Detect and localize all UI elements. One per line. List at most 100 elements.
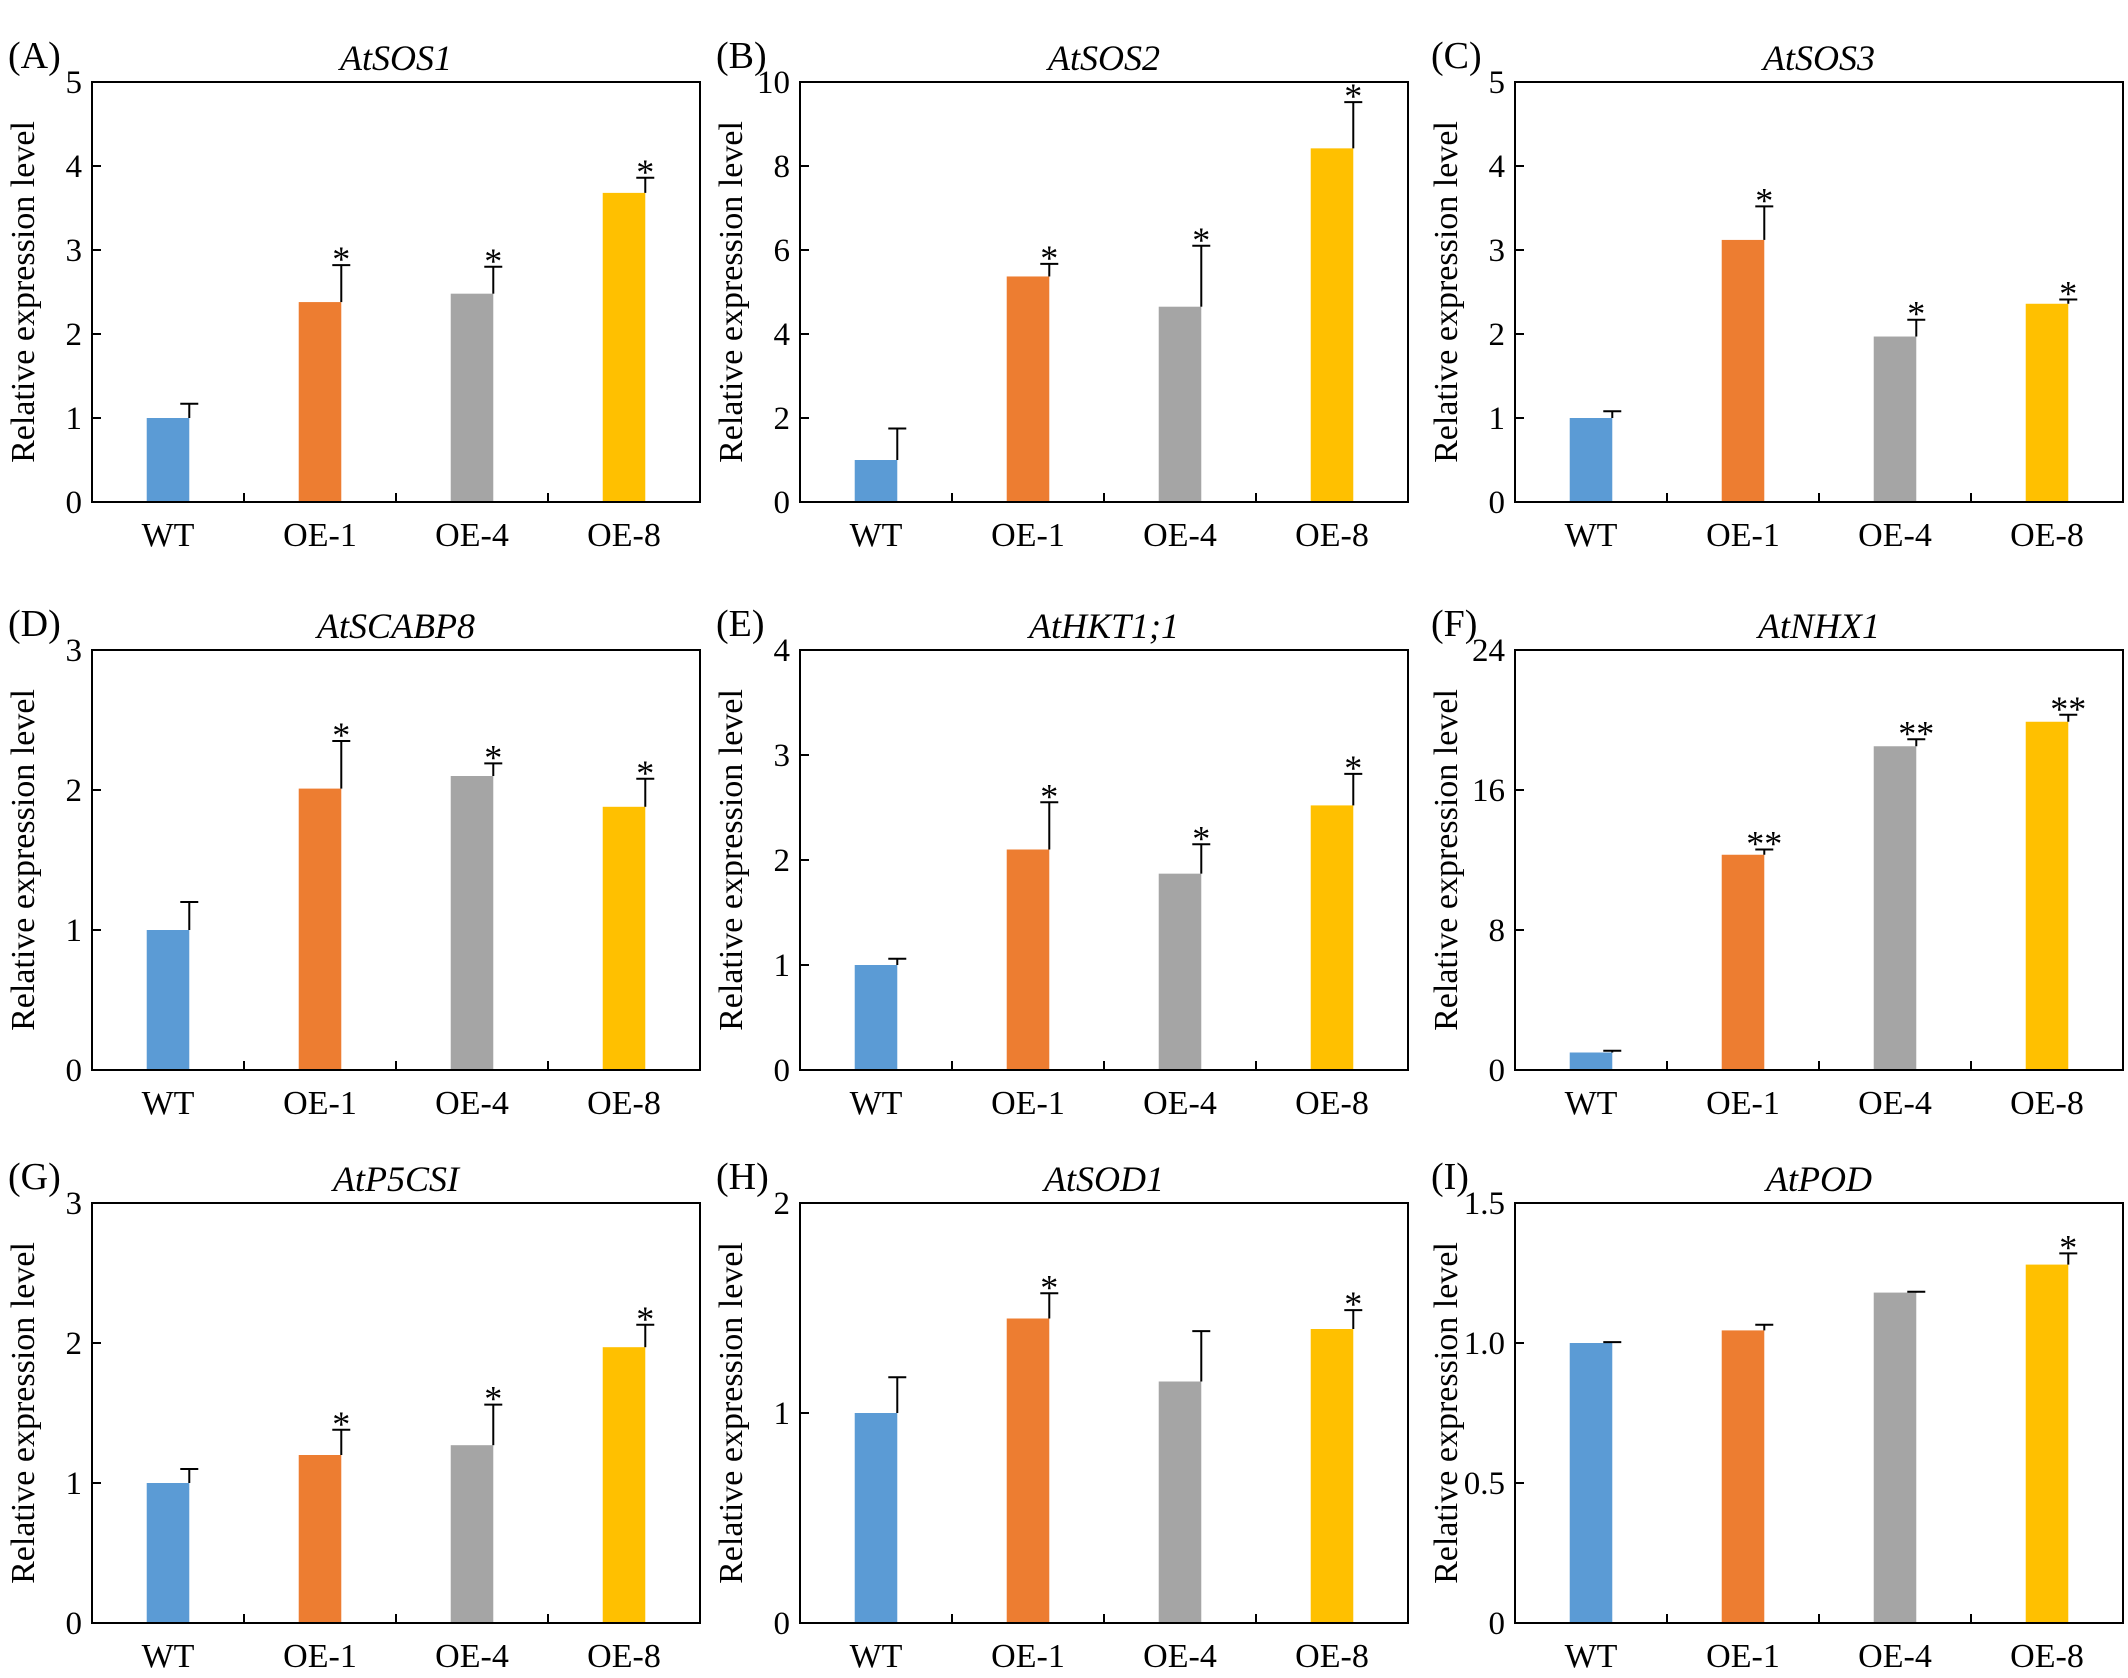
x-tick-label: OE-1 <box>1706 1085 1780 1122</box>
bar-oe-1 <box>1006 276 1050 502</box>
chart-panel-2: (B) AtSOS2 Relative expression level WT * OE-… <box>713 35 1409 554</box>
x-tick-label: OE-1 <box>1706 517 1780 554</box>
chart-title: AtSOD1 <box>1042 1159 1164 1199</box>
bar-oe-1 <box>298 788 342 1070</box>
y-tick-label: 1.0 <box>1464 1326 1505 1362</box>
x-tick-label: OE-8 <box>1295 1085 1369 1122</box>
x-tick-label: WT <box>1565 517 1618 554</box>
y-axis-title: Relative expression level <box>713 1242 750 1584</box>
y-tick-label: 0.5 <box>1464 1466 1505 1502</box>
y-tick-label: 2 <box>1489 317 1506 353</box>
bar-oe-4 <box>1158 306 1202 502</box>
chart-panel-3: (C) AtSOS3 Relative expression level WT * OE-… <box>1428 35 2124 554</box>
significance-mark: * <box>1907 294 1925 334</box>
x-tick-label: OE-8 <box>2010 1085 2084 1122</box>
y-axis-title: Relative expression level <box>5 121 42 463</box>
bar-oe-1 <box>1721 1330 1765 1623</box>
y-tick-label: 8 <box>1489 913 1506 949</box>
significance-mark: * <box>2059 1227 2077 1267</box>
panel-letter: (C) <box>1431 35 1482 77</box>
y-tick-label: 2 <box>66 773 83 809</box>
bar-oe-1 <box>1006 1318 1050 1623</box>
significance-mark: * <box>1040 776 1058 816</box>
panel-letter: (F) <box>1431 603 1477 645</box>
bar-oe-8 <box>2025 1264 2069 1623</box>
chart-title: AtPOD <box>1764 1159 1872 1199</box>
chart-title: AtHKT1;1 <box>1027 606 1179 646</box>
significance-mark: * <box>484 1379 502 1419</box>
y-tick-label: 1 <box>774 948 791 984</box>
significance-mark: ** <box>1746 824 1782 864</box>
x-tick-label: OE-4 <box>1858 1638 1932 1673</box>
y-tick-label: 10 <box>757 65 790 101</box>
x-tick-label: OE-1 <box>283 517 357 554</box>
significance-mark: * <box>1344 748 1362 788</box>
bar-wt <box>1569 1052 1613 1070</box>
significance-mark: * <box>1040 1267 1058 1307</box>
x-tick-label: OE-4 <box>435 1638 509 1673</box>
bar-oe-4 <box>1158 873 1202 1070</box>
bar-wt <box>854 1413 898 1623</box>
panel-letter: (E) <box>716 603 765 645</box>
y-tick-label: 1 <box>66 1466 83 1502</box>
x-tick-label: WT <box>142 1085 195 1122</box>
chart-title: AtP5CSI <box>331 1159 461 1199</box>
x-tick-label: OE-4 <box>435 517 509 554</box>
significance-mark: * <box>1040 238 1058 278</box>
x-tick-label: OE-8 <box>2010 1638 2084 1673</box>
y-tick-label: 0 <box>1489 1606 1506 1642</box>
x-tick-label: OE-1 <box>283 1085 357 1122</box>
significance-mark: * <box>636 152 654 192</box>
y-tick-label: 0 <box>774 1053 791 1089</box>
x-tick-label: OE-1 <box>991 1638 1065 1673</box>
y-tick-label: 3 <box>1489 233 1506 269</box>
x-tick-label: OE-8 <box>1295 517 1369 554</box>
bar-oe-4 <box>1873 746 1917 1070</box>
bar-wt <box>1569 418 1613 502</box>
bar-wt <box>854 965 898 1070</box>
bar-oe-8 <box>2025 721 2069 1070</box>
significance-mark: * <box>332 715 350 755</box>
significance-mark: * <box>1344 1284 1362 1324</box>
y-axis-title: Relative expression level <box>5 689 42 1031</box>
chart-title: AtNHX1 <box>1756 606 1880 646</box>
bar-oe-1 <box>298 1455 342 1623</box>
significance-mark: ** <box>1898 713 1934 753</box>
x-tick-label: OE-1 <box>283 1638 357 1673</box>
bar-oe-1 <box>1721 854 1765 1070</box>
panel-letter: (B) <box>716 35 767 77</box>
x-tick-label: OE-1 <box>991 517 1065 554</box>
bar-oe-8 <box>602 806 646 1070</box>
bar-wt <box>146 1483 190 1623</box>
chart-panel-9: (I) AtPOD Relative expression level WT OE-1 O… <box>1428 1156 2124 1675</box>
panel-letter: (G) <box>8 1156 61 1198</box>
significance-mark: * <box>1755 180 1773 220</box>
x-tick-label: OE-8 <box>2010 517 2084 554</box>
y-tick-label: 4 <box>774 317 791 353</box>
x-tick-label: OE-4 <box>1143 1638 1217 1673</box>
y-tick-label: 3 <box>66 1186 83 1222</box>
x-tick-label: OE-8 <box>1295 1638 1369 1673</box>
chart-title: AtSCABP8 <box>315 606 475 646</box>
panel-letter: (I) <box>1431 1156 1469 1198</box>
chart-panel-5: (E) AtHKT1;1 Relative expression level WT * O… <box>713 603 1409 1122</box>
x-tick-label: WT <box>850 1085 903 1122</box>
x-tick-label: OE-4 <box>1143 1085 1217 1122</box>
significance-mark: * <box>1344 76 1362 116</box>
x-tick-label: WT <box>1565 1638 1618 1673</box>
bar-oe-1 <box>1721 239 1765 503</box>
chart-title: AtSOS3 <box>1761 38 1875 78</box>
x-tick-label: WT <box>850 517 903 554</box>
x-tick-label: OE-1 <box>991 1085 1065 1122</box>
x-tick-label: WT <box>1565 1085 1618 1122</box>
y-tick-label: 1 <box>774 1396 791 1432</box>
x-tick-label: OE-4 <box>1858 517 1932 554</box>
y-tick-label: 3 <box>66 233 83 269</box>
y-tick-label: 24 <box>1472 633 1505 669</box>
bar-wt <box>146 930 190 1070</box>
y-tick-label: 0 <box>66 1053 83 1089</box>
bar-oe-4 <box>450 1445 494 1623</box>
bar-oe-4 <box>450 776 494 1070</box>
y-axis-title: Relative expression level <box>713 689 750 1031</box>
y-tick-label: 2 <box>66 317 83 353</box>
